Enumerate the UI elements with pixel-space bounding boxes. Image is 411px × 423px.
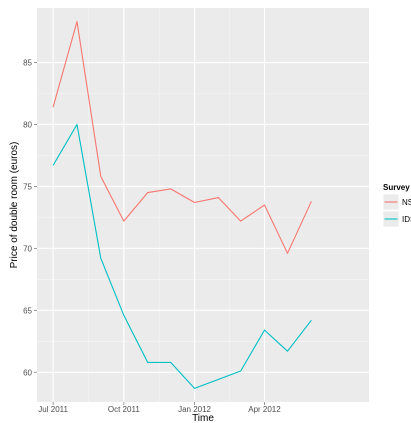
y-tick-label: 65 — [23, 306, 32, 315]
y-tick-label: 85 — [23, 59, 32, 68]
x-axis-title: Time — [192, 413, 214, 423]
legend-label-ns: NS — [402, 198, 411, 207]
y-axis-title: Price of double room (euros) — [9, 142, 20, 269]
x-tick-label: Jul 2011 — [38, 405, 68, 414]
legend-label-ids: IDS — [402, 215, 411, 224]
series-line-ns — [52, 21, 312, 254]
x-tick-label: Jan 2012 — [178, 405, 211, 414]
plot-panel — [37, 8, 369, 402]
y-tick-label: 75 — [23, 182, 32, 191]
legend: Survey NS IDS — [382, 183, 411, 228]
minor-gridlines — [37, 8, 369, 402]
series-layer — [52, 21, 312, 389]
axis-ticks: 60 65 70 75 80 85 Jul 2011 Oct 2011 Jan 2012 Apr … — [23, 59, 281, 414]
y-tick-label: 70 — [23, 244, 32, 253]
series-line-ids — [52, 123, 312, 389]
legend-title: Survey — [383, 183, 410, 192]
y-tick-label: 60 — [23, 368, 32, 377]
y-tick-label: 80 — [23, 120, 32, 129]
x-tick-label: Apr 2012 — [248, 405, 281, 414]
x-tick-label: Oct 2011 — [108, 405, 140, 414]
